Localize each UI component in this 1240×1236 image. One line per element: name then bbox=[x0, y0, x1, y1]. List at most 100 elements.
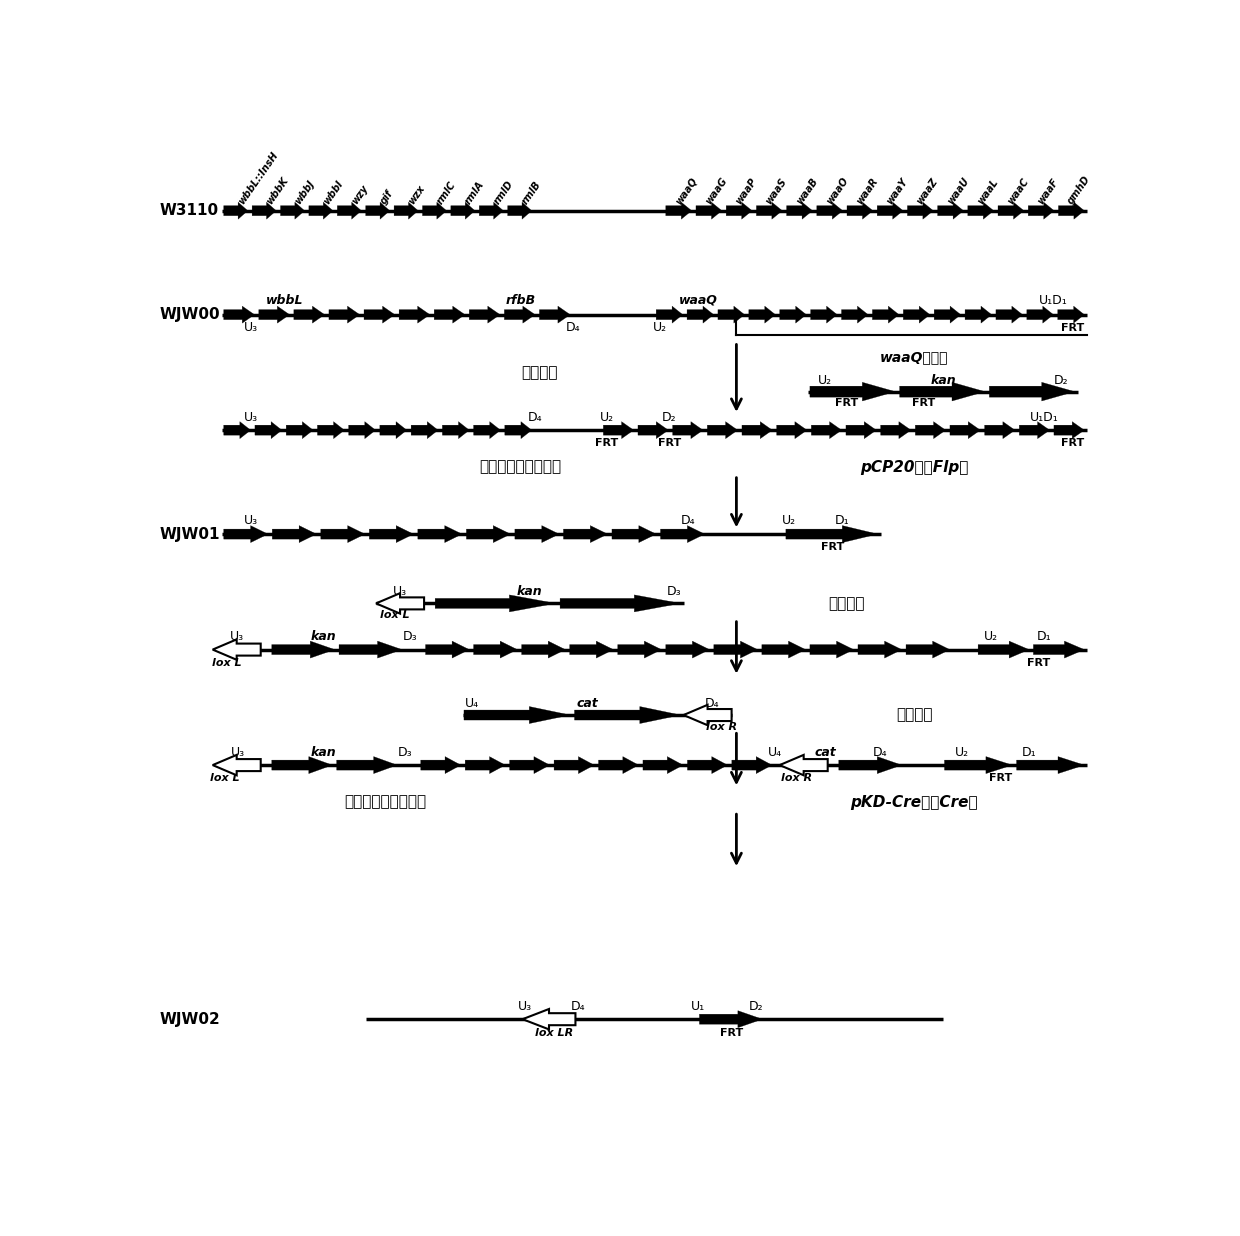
Text: gif: gif bbox=[378, 188, 396, 206]
Text: rfbB: rfbB bbox=[505, 293, 536, 307]
Polygon shape bbox=[329, 307, 360, 323]
Polygon shape bbox=[761, 641, 806, 658]
Text: U₁: U₁ bbox=[691, 1000, 706, 1012]
Text: wbbL::InsH: wbbL::InsH bbox=[237, 150, 280, 206]
Polygon shape bbox=[666, 641, 709, 658]
Text: waaU: waaU bbox=[945, 176, 971, 206]
Text: kan: kan bbox=[517, 586, 543, 598]
Polygon shape bbox=[474, 641, 517, 658]
Polygon shape bbox=[1054, 421, 1084, 439]
Polygon shape bbox=[273, 525, 316, 543]
Polygon shape bbox=[978, 641, 1029, 658]
Polygon shape bbox=[370, 525, 413, 543]
Polygon shape bbox=[505, 421, 532, 439]
Polygon shape bbox=[846, 421, 877, 439]
Polygon shape bbox=[742, 421, 773, 439]
Text: FRT: FRT bbox=[1061, 323, 1084, 332]
Polygon shape bbox=[309, 203, 334, 219]
Polygon shape bbox=[687, 307, 713, 323]
Polygon shape bbox=[223, 421, 250, 439]
Polygon shape bbox=[213, 755, 260, 775]
Text: FRT: FRT bbox=[821, 543, 844, 552]
Text: pCP20表达Flp酶: pCP20表达Flp酶 bbox=[861, 460, 968, 475]
Text: D₄: D₄ bbox=[681, 514, 696, 528]
Polygon shape bbox=[810, 382, 895, 400]
Polygon shape bbox=[707, 421, 738, 439]
Polygon shape bbox=[213, 639, 260, 660]
Text: WJW01: WJW01 bbox=[160, 527, 221, 541]
Text: FRT: FRT bbox=[595, 439, 619, 449]
Text: D₂: D₂ bbox=[1053, 373, 1068, 387]
Polygon shape bbox=[1027, 307, 1054, 323]
Polygon shape bbox=[656, 307, 683, 323]
Polygon shape bbox=[272, 756, 332, 774]
Text: U₃: U₃ bbox=[244, 410, 258, 424]
Text: wzy: wzy bbox=[350, 183, 371, 206]
Polygon shape bbox=[687, 756, 728, 774]
Polygon shape bbox=[599, 756, 639, 774]
Text: 同源重组: 同源重组 bbox=[521, 365, 558, 379]
Text: U₂: U₂ bbox=[818, 373, 832, 387]
Text: wbbJ: wbbJ bbox=[293, 178, 316, 206]
Polygon shape bbox=[223, 203, 248, 219]
Polygon shape bbox=[469, 307, 500, 323]
Polygon shape bbox=[637, 421, 668, 439]
Text: U₃: U₃ bbox=[244, 514, 258, 528]
Text: U₃: U₃ bbox=[244, 321, 258, 334]
Polygon shape bbox=[699, 1011, 763, 1027]
Text: U₃: U₃ bbox=[393, 586, 407, 598]
Text: U₄: U₄ bbox=[768, 745, 782, 759]
Polygon shape bbox=[223, 307, 254, 323]
Text: U₂: U₂ bbox=[782, 514, 796, 528]
Polygon shape bbox=[286, 421, 312, 439]
Polygon shape bbox=[1058, 307, 1084, 323]
Polygon shape bbox=[858, 641, 901, 658]
Polygon shape bbox=[522, 1009, 575, 1030]
Polygon shape bbox=[817, 203, 843, 219]
Text: D₂: D₂ bbox=[662, 410, 677, 424]
Text: cat: cat bbox=[815, 745, 837, 759]
Text: waaQ: waaQ bbox=[673, 176, 699, 206]
Polygon shape bbox=[366, 203, 389, 219]
Polygon shape bbox=[1059, 203, 1084, 219]
Text: U₁D₁: U₁D₁ bbox=[1029, 410, 1058, 424]
Text: lox L: lox L bbox=[381, 609, 410, 620]
Text: gmhD: gmhD bbox=[1066, 174, 1092, 206]
Text: U₂: U₂ bbox=[600, 410, 614, 424]
Polygon shape bbox=[967, 203, 993, 219]
Text: kan: kan bbox=[930, 373, 956, 387]
Polygon shape bbox=[906, 641, 950, 658]
Polygon shape bbox=[950, 421, 981, 439]
Polygon shape bbox=[466, 525, 511, 543]
Polygon shape bbox=[394, 203, 418, 219]
Polygon shape bbox=[560, 595, 681, 612]
Text: wbbI: wbbI bbox=[321, 178, 345, 206]
Text: pKD-Cre表迚Cre酶: pKD-Cre表迚Cre酶 bbox=[851, 795, 978, 810]
Polygon shape bbox=[464, 707, 570, 723]
Text: FRT: FRT bbox=[720, 1028, 743, 1038]
Polygon shape bbox=[425, 641, 469, 658]
Polygon shape bbox=[451, 203, 475, 219]
Polygon shape bbox=[474, 421, 501, 439]
Polygon shape bbox=[412, 421, 438, 439]
Polygon shape bbox=[423, 203, 446, 219]
Polygon shape bbox=[786, 525, 878, 543]
Polygon shape bbox=[336, 756, 397, 774]
Polygon shape bbox=[376, 593, 424, 613]
Text: kan: kan bbox=[310, 745, 336, 759]
Text: rmlC: rmlC bbox=[435, 179, 458, 206]
Polygon shape bbox=[903, 307, 930, 323]
Polygon shape bbox=[337, 203, 361, 219]
Text: rmlA: rmlA bbox=[464, 179, 486, 206]
Text: waaS: waaS bbox=[764, 177, 789, 206]
Polygon shape bbox=[842, 307, 868, 323]
Text: D₁: D₁ bbox=[1037, 630, 1052, 643]
Polygon shape bbox=[756, 203, 782, 219]
Text: rmlD: rmlD bbox=[492, 179, 516, 206]
Polygon shape bbox=[838, 756, 901, 774]
Polygon shape bbox=[321, 525, 365, 543]
Text: D₃: D₃ bbox=[402, 630, 417, 643]
Text: D₁: D₁ bbox=[1022, 745, 1037, 759]
Text: waaG: waaG bbox=[703, 176, 729, 206]
Text: FRT: FRT bbox=[657, 439, 681, 449]
